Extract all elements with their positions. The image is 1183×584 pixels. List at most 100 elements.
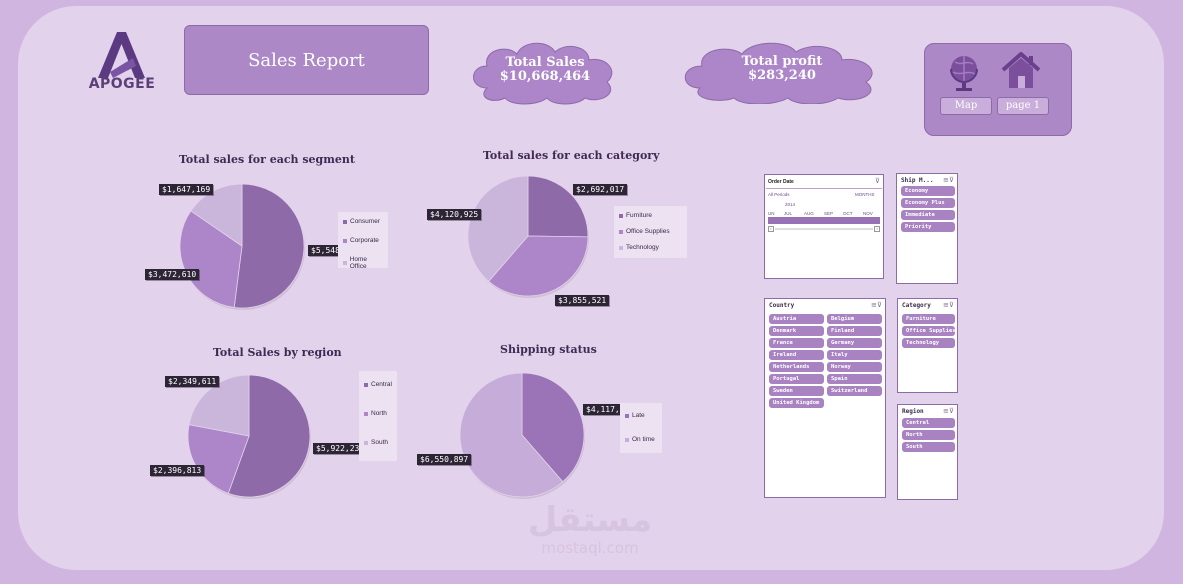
slicer-item[interactable]: Immediate	[901, 210, 955, 220]
slicer-item[interactable]: Technology	[902, 338, 955, 348]
watermark-latin: mostaql.com	[541, 539, 639, 557]
all-periods-label: All Periods	[768, 192, 790, 197]
slicer-item[interactable]: Central	[902, 418, 955, 428]
logo-text: APOGEE	[88, 76, 156, 92]
slicer-title: Region	[902, 408, 924, 415]
legend-item: Late	[625, 412, 657, 419]
shipping-pie-chart	[459, 372, 585, 499]
slicer-item[interactable]: Netherlands	[769, 362, 824, 372]
legend-label: Corporate	[350, 237, 379, 244]
slicer-item[interactable]: Germany	[827, 338, 882, 348]
slicer-item[interactable]: Furniture	[902, 314, 955, 324]
navigation-panel: Map page 1	[924, 43, 1072, 136]
slicer-item[interactable]: Economy Plus	[901, 198, 955, 208]
legend-item: South	[364, 439, 392, 446]
home-icon[interactable]	[1001, 52, 1041, 90]
legend-swatch	[625, 413, 629, 418]
legend-swatch	[364, 382, 368, 387]
watermark-arabic: مستقل	[527, 500, 653, 540]
legend-item: On time	[625, 436, 657, 443]
globe-icon[interactable]	[947, 52, 981, 92]
slicer-item[interactable]: Switzerland	[827, 386, 882, 396]
slicer-item[interactable]: Norway	[827, 362, 882, 372]
slicer-item[interactable]: South	[902, 442, 955, 452]
legend-label: South	[371, 439, 388, 446]
divider	[766, 188, 882, 189]
total-sales-label: Total Sales	[505, 55, 585, 70]
legend-item: North	[364, 410, 392, 417]
slicer-item[interactable]: Sweden	[769, 386, 824, 396]
legend-item: Home Office	[343, 256, 383, 270]
scroll-left-icon[interactable]: ‹	[768, 226, 774, 232]
slicer-title: Country	[769, 302, 795, 309]
legend-swatch	[619, 213, 623, 218]
multi-select-icon[interactable]: ≡⊽	[943, 176, 954, 184]
slicer-item[interactable]: Portugal	[769, 374, 824, 384]
legend-label: Furniture	[626, 212, 653, 219]
region-chart-title: Total Sales by region	[213, 346, 342, 359]
total-profit-value: $283,240	[748, 68, 816, 83]
legend-label: Consumer	[350, 218, 380, 225]
multi-select-icon[interactable]: ≡⊽	[871, 301, 882, 309]
slicer-item[interactable]: Economy	[901, 186, 955, 196]
legend-label: Home Office	[349, 256, 368, 270]
slicer-item[interactable]: Italy	[827, 350, 882, 360]
slicer-item[interactable]: United Kingdom	[769, 398, 824, 408]
slicer-item[interactable]: Priority	[901, 222, 955, 232]
legend-item: Furniture	[619, 212, 682, 219]
order-date-timeline[interactable]: Order Date ⊽ All Periods MONTHS 2014 UN …	[764, 174, 884, 279]
timeline-bar[interactable]	[768, 217, 880, 224]
slicer-item[interactable]: North	[902, 430, 955, 440]
legend-swatch	[343, 219, 347, 224]
legend-item: Consumer	[343, 218, 383, 225]
total-profit-label: Total profit	[741, 54, 823, 69]
legend-item: Central	[364, 381, 392, 388]
segment-legend: Consumer Corporate Home Office	[338, 212, 388, 270]
pie-slice-consumer[interactable]	[233, 183, 305, 309]
segment-chart-title: Total sales for each segment	[179, 153, 355, 166]
pie-slice-central[interactable]	[227, 374, 311, 498]
data-label: $4,120,925	[427, 209, 482, 220]
multi-select-icon[interactable]: ≡⊽	[943, 301, 954, 309]
multi-select-icon[interactable]: ≡⊽	[943, 407, 954, 415]
slicer-item[interactable]: Office Supplies	[902, 326, 955, 336]
ship-mode-slicer: Ship M... ≡⊽ Economy Economy Plus Immedi…	[896, 173, 958, 284]
page-1-button[interactable]: page 1	[997, 97, 1049, 115]
data-label: $6,550,897	[417, 454, 472, 465]
legend-swatch	[619, 229, 623, 234]
pie-slice-furniture[interactable]	[527, 175, 589, 238]
timeline-scrollbar[interactable]	[775, 228, 873, 230]
pie-slice-late[interactable]	[521, 372, 585, 483]
region-legend: Central North South	[359, 371, 397, 461]
time-unit-selector[interactable]: MONTHS	[855, 192, 875, 197]
slicer-item[interactable]: Denmark	[769, 326, 824, 336]
pie-slice-south[interactable]	[188, 374, 250, 437]
timeline-title: Order Date	[768, 179, 794, 185]
legend-item: Office Supplies	[619, 228, 682, 235]
slicer-item[interactable]: Austria	[769, 314, 824, 324]
slicer-item[interactable]: France	[769, 338, 824, 348]
map-button[interactable]: Map	[940, 97, 992, 115]
shipping-legend: Late On time	[620, 403, 662, 453]
clear-filter-icon[interactable]: ⊽	[874, 177, 880, 185]
category-pie-chart	[467, 175, 589, 298]
category-legend: Furniture Office Supplies Technology	[614, 206, 687, 258]
scroll-right-icon[interactable]: ›	[874, 226, 880, 232]
total-profit-card: Total profit $283,240	[678, 38, 886, 104]
slicer-item[interactable]: Belgium	[827, 314, 882, 324]
cloud-shape-icon	[684, 42, 873, 104]
legend-label: Office Supplies	[626, 228, 670, 235]
pie-slice-office-supplies[interactable]	[488, 235, 589, 297]
month-label: SEP	[824, 211, 834, 216]
slicer-item[interactable]: Spain	[827, 374, 882, 384]
category-slicer: Category ≡⊽ Furniture Office Supplies Te…	[897, 298, 958, 393]
data-label: $3,855,521	[555, 295, 610, 306]
data-label: $3,472,610	[145, 269, 200, 280]
region-slicer: Region ≡⊽ Central North South	[897, 404, 958, 500]
legend-label: Central	[371, 381, 392, 388]
data-label: $2,692,017	[573, 184, 628, 195]
slicer-item[interactable]: Ireland	[769, 350, 824, 360]
legend-swatch	[364, 440, 368, 445]
slicer-item[interactable]: Finland	[827, 326, 882, 336]
legend-item: Technology	[619, 244, 682, 251]
